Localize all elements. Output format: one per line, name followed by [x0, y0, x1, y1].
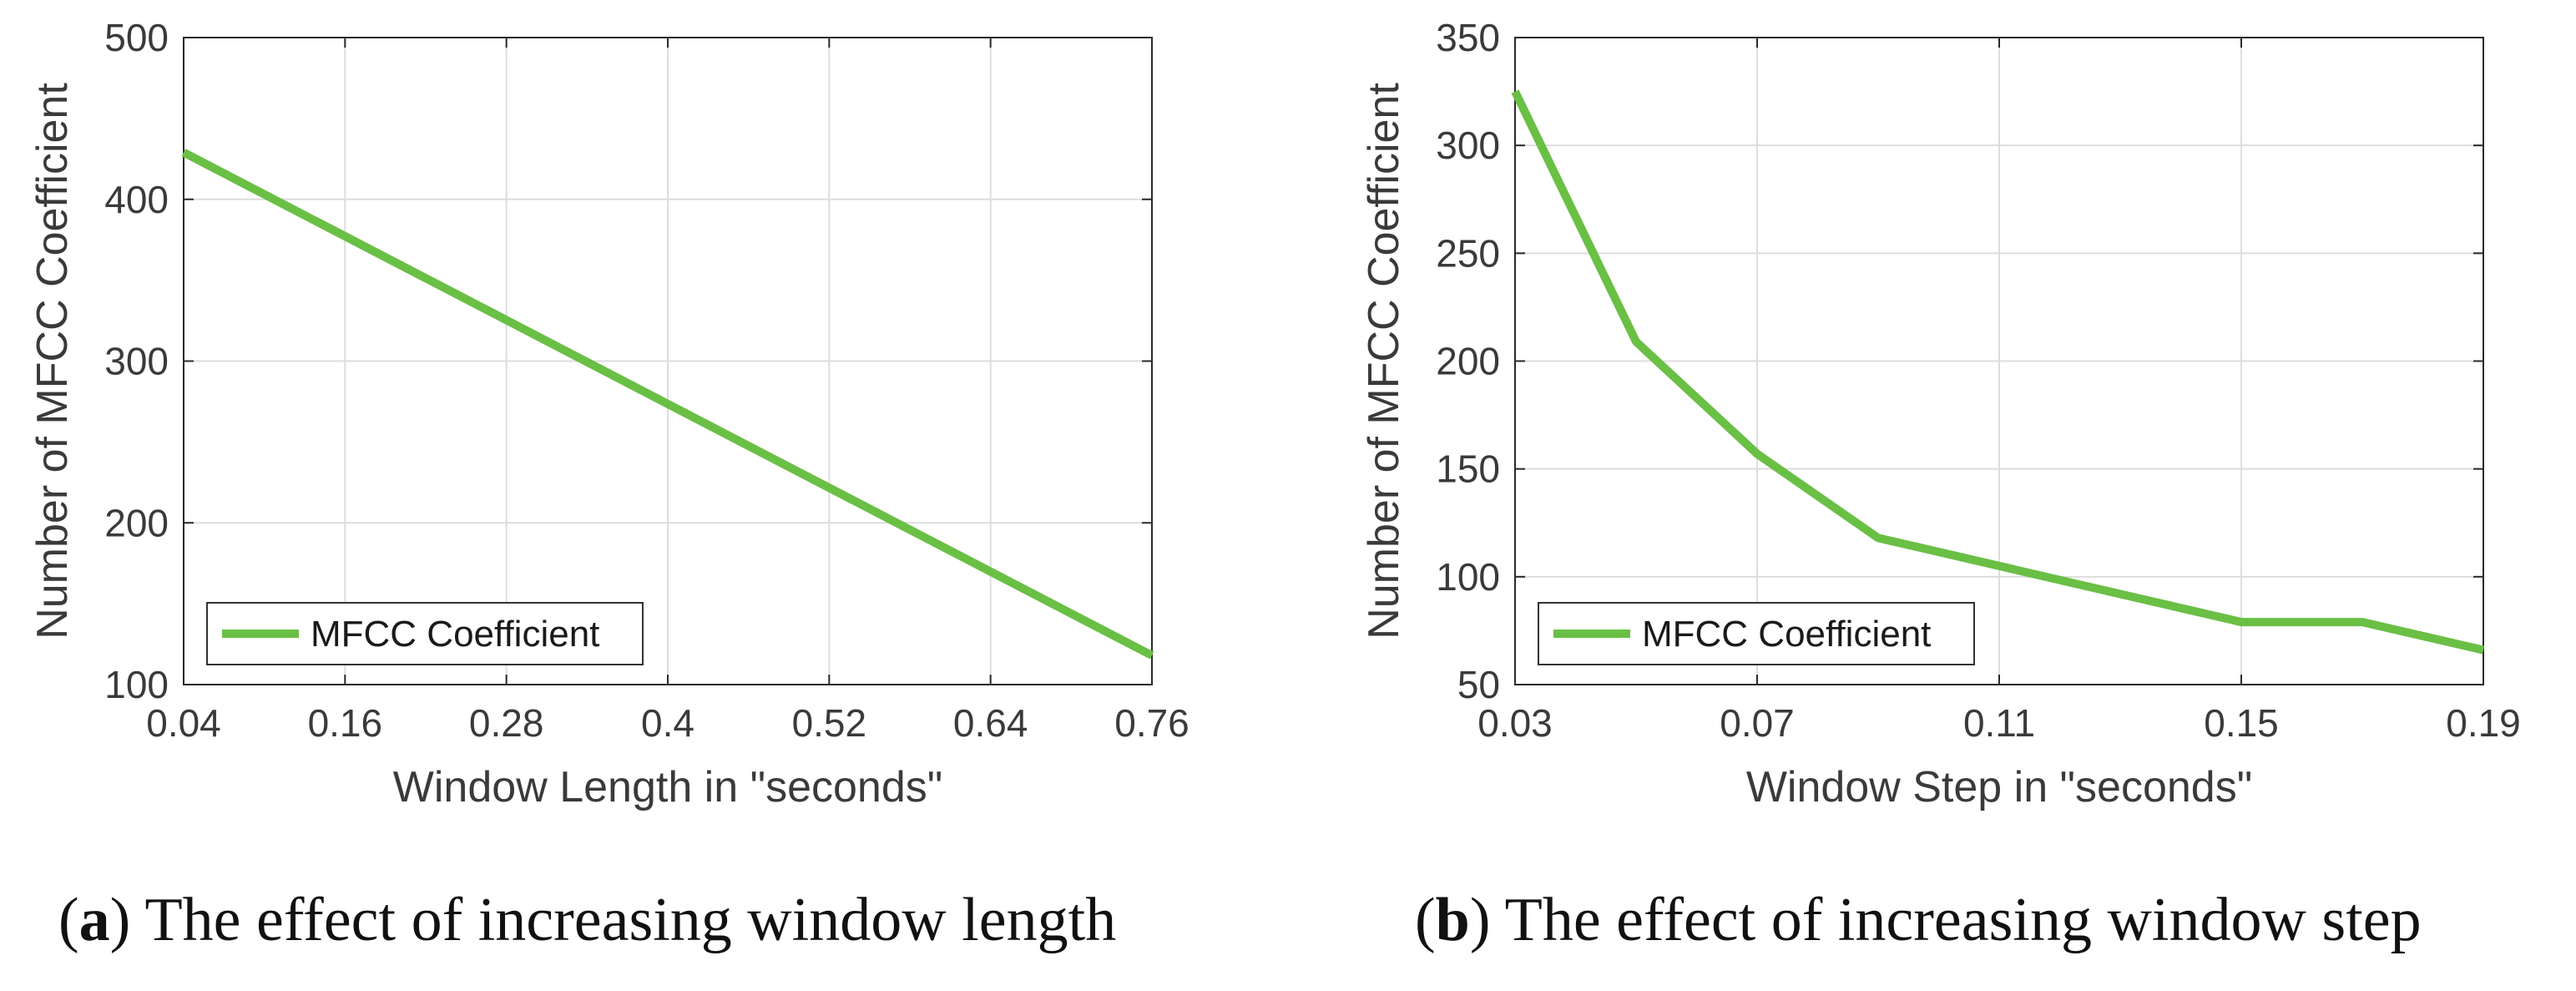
- y-tick-label: 500: [104, 16, 169, 59]
- x-tick-label: 0.03: [1477, 701, 1553, 745]
- legend-box: [1538, 602, 1975, 665]
- caption-b-text: The effect of increasing window step: [1490, 886, 2422, 954]
- y-tick-label: 300: [104, 340, 169, 383]
- x-tick-label: 0.28: [469, 701, 544, 745]
- x-axis-label: Window Step in "seconds": [1746, 763, 2252, 812]
- x-tick-label: 0.64: [953, 701, 1028, 745]
- y-tick-label: 250: [1436, 231, 1500, 275]
- x-tick-label: 0.07: [1720, 701, 1795, 745]
- legend-label: MFCC Coefficient: [311, 614, 599, 655]
- y-axis-label: Number of MFCC Coefficient: [1360, 83, 1408, 640]
- x-tick-label: 0.4: [641, 701, 695, 745]
- x-axis-label: Window Length in "seconds": [393, 763, 942, 812]
- x-tick-label: 0.04: [146, 701, 221, 745]
- x-tick-label: 0.16: [308, 701, 383, 745]
- y-tick-label: 400: [104, 178, 169, 221]
- y-tick-label: 150: [1436, 447, 1500, 491]
- series-line: [1511, 89, 2485, 655]
- x-tick-label: 0.15: [2204, 701, 2279, 745]
- y-tick-label: 100: [104, 663, 169, 706]
- caption-a: (a) The effect of increasing window leng…: [58, 886, 1117, 954]
- y-tick-label: 300: [1436, 124, 1500, 167]
- x-tick-label: 0.76: [1114, 701, 1190, 745]
- y-tick-label: 200: [1436, 340, 1500, 383]
- caption-b: (b) The effect of increasing window step: [1415, 886, 2422, 954]
- x-tick-label: 0.52: [792, 701, 867, 745]
- caption-b-label: b: [1435, 886, 1470, 954]
- chart-a: 0.04 0.16 0.28 0.4 0.52 0.64 0.76 100 200 300 400 5…: [28, 16, 1190, 812]
- caption-a-text: The effect of increasing window length: [130, 886, 1117, 954]
- y-tick-label: 50: [1457, 663, 1500, 706]
- y-tick-label: 350: [1436, 16, 1500, 59]
- x-tick-label: 0.11: [1963, 701, 2035, 745]
- y-axis-label: Number of MFCC Coefficient: [28, 83, 77, 640]
- caption-a-label: a: [78, 886, 110, 954]
- series-line: [181, 149, 1154, 660]
- x-tick-label: 0.19: [2446, 701, 2521, 745]
- legend-label: MFCC Coefficient: [1642, 614, 1931, 655]
- chart-b: 0.03 0.07 0.11 0.15 0.19 50 100 150 200 250 300 350…: [1360, 16, 2521, 812]
- y-tick-label: 200: [104, 501, 169, 544]
- y-tick-label: 100: [1436, 555, 1500, 599]
